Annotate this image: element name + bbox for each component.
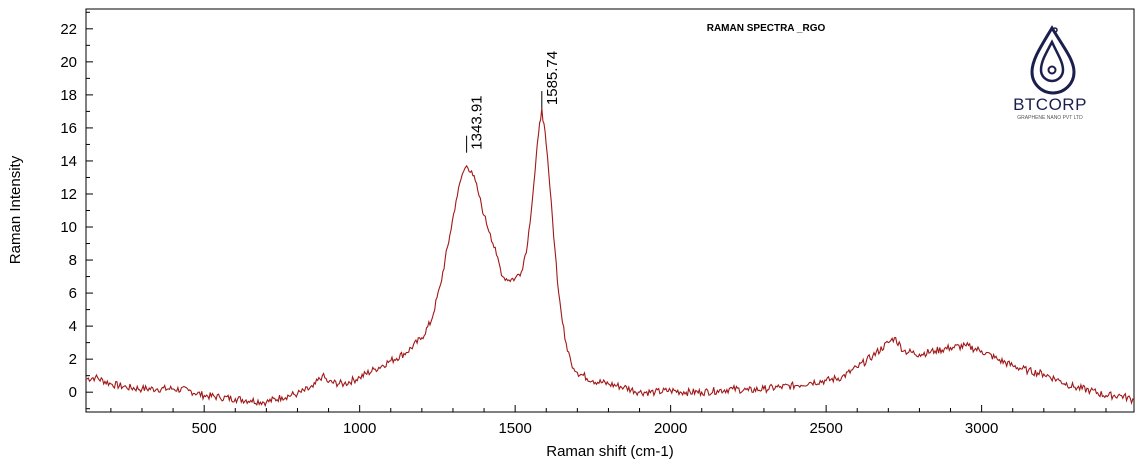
y-tick-label: 20 — [60, 54, 77, 71]
y-tick-label: 22 — [60, 21, 77, 38]
y-tick-label: 16 — [60, 120, 77, 137]
logo-name: BTCORP — [1013, 95, 1087, 114]
y-tick-label: 14 — [60, 153, 77, 170]
x-axis: 500 1000 1500 2000 2500 3000 — [110, 405, 1107, 437]
btcorp-logo: BTCORP GRAPHENE NANO PVT LTD — [1013, 25, 1087, 121]
y-tick-label: 18 — [60, 87, 77, 104]
logo-tagline: GRAPHENE NANO PVT LTD — [1017, 115, 1083, 121]
chart-title: RAMAN SPECTRA _RGO — [707, 23, 826, 34]
y-axis: 0 2 4 6 8 10 12 14 16 18 20 22 — [60, 11, 93, 410]
plot-frame — [85, 8, 1135, 413]
x-tick-label: 2500 — [809, 420, 842, 437]
x-tick-label: 3000 — [965, 420, 998, 437]
y-tick-label: 10 — [60, 219, 77, 236]
x-tick-label: 500 — [192, 420, 217, 437]
y-tick-label: 6 — [69, 285, 77, 302]
x-tick-label: 2000 — [654, 420, 687, 437]
y-tick-label: 4 — [69, 318, 77, 335]
y-axis-title: Raman Intensity — [7, 155, 24, 264]
x-axis-title: Raman shift (cm-1) — [546, 443, 674, 460]
y-tick-label: 8 — [69, 252, 77, 269]
y-tick-label: 12 — [60, 186, 77, 203]
y-tick-label: 2 — [69, 351, 77, 368]
logo-drop-icon — [1030, 25, 1076, 95]
peak-label: 1343.91 — [469, 95, 486, 149]
x-tick-label: 1000 — [343, 420, 376, 437]
x-tick-label: 1500 — [498, 420, 531, 437]
y-tick-label: 0 — [69, 384, 77, 401]
peak-annotations: 1343.91 1585.74 — [466, 51, 561, 153]
raman-spectrum-line — [85, 108, 1135, 408]
peak-label: 1585.74 — [544, 51, 561, 105]
